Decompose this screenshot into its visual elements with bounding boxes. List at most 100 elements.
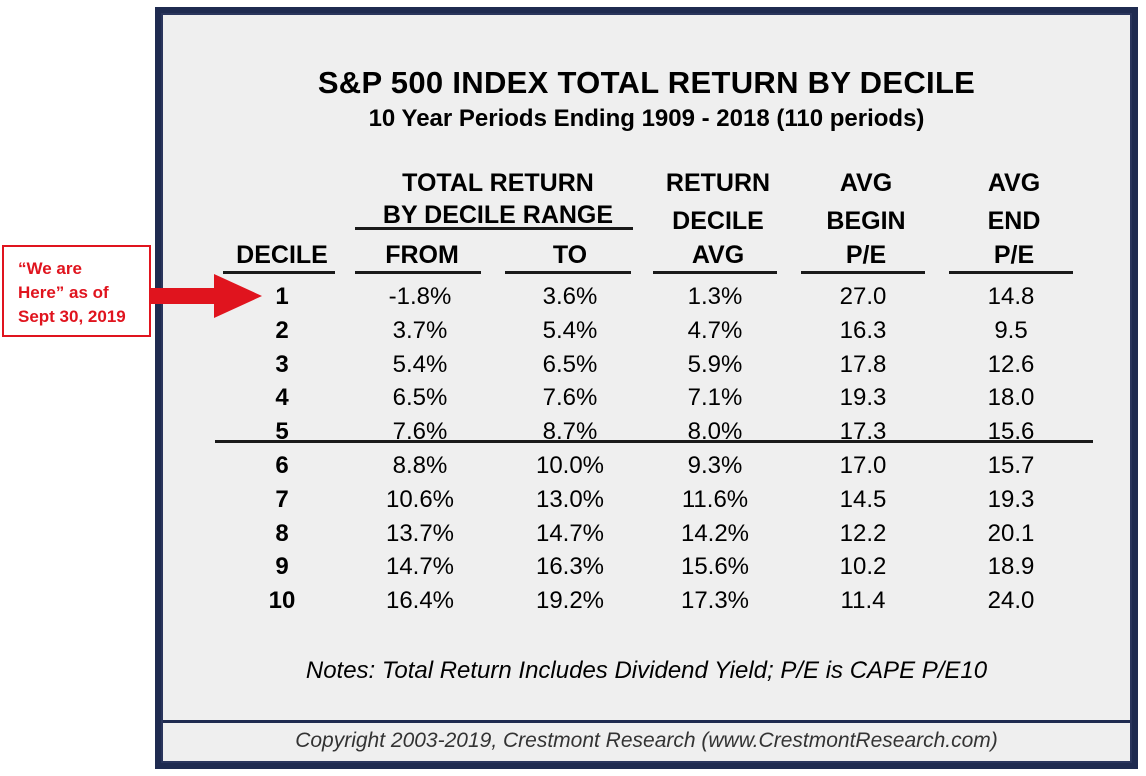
chart-subtitle: 10 Year Periods Ending 1909 - 2018 (110 … xyxy=(368,105,925,132)
cell-from: 3.7% xyxy=(392,316,448,344)
cell-decile: 7 xyxy=(275,485,289,513)
cell-begin-pe: 11.4 xyxy=(840,587,886,615)
cell-begin-pe: 17.0 xyxy=(839,452,887,479)
cell-decile: 5 xyxy=(275,418,289,446)
cell-from: 7.6% xyxy=(392,418,448,446)
cell-from: 6.5% xyxy=(392,384,448,412)
cell-decile-avg: 17.3% xyxy=(680,587,750,615)
table-row: 3 5.4% 6.5% 5.9% 17.8 12.6 xyxy=(163,348,1130,382)
cell-decile-avg: 7.1% xyxy=(687,384,743,412)
table-row: 10 16.4% 19.2% 17.3% 11.4 24.0 xyxy=(163,584,1130,618)
cell-end-pe: 15.7 xyxy=(987,452,1035,479)
cell-decile-avg: 15.6% xyxy=(680,553,750,581)
header-from-underline xyxy=(355,271,481,274)
cell-begin-pe: 27.0 xyxy=(839,283,887,310)
table-row: 5 7.6% 8.7% 8.0% 17.3 15.6 xyxy=(163,415,1130,449)
header-to: TO xyxy=(552,241,588,269)
header-end-line2: END xyxy=(987,207,1041,235)
cell-decile: 6 xyxy=(275,452,289,479)
cell-begin-pe: 16.3 xyxy=(839,316,887,344)
header-avg-line1: RETURN xyxy=(665,169,771,197)
copyright-text: Copyright 2003-2019, Crestmont Research … xyxy=(295,729,998,752)
callout-line-2: Here” as of xyxy=(18,283,109,302)
cell-begin-pe: 10.2 xyxy=(839,553,887,581)
header-avg-line2: DECILE xyxy=(672,207,764,235)
cell-end-pe: 9.5 xyxy=(994,316,1028,344)
cell-begin-pe: 12.2 xyxy=(839,519,887,547)
cell-to: 16.3% xyxy=(535,553,605,581)
cell-end-pe: 18.9 xyxy=(987,553,1035,581)
cell-to: 6.5% xyxy=(542,350,598,378)
cell-from: 5.4% xyxy=(392,350,448,378)
cell-to: 7.6% xyxy=(542,384,598,412)
cell-decile-avg: 5.9% xyxy=(687,350,743,378)
cell-decile: 4 xyxy=(275,384,289,412)
cell-decile-avg: 1.3% xyxy=(687,283,743,310)
header-begin-line1: AVG xyxy=(839,169,893,197)
cell-end-pe: 18.0 xyxy=(987,384,1035,412)
table-row: 1 -1.8% 3.6% 1.3% 27.0 14.8 xyxy=(163,280,1130,314)
header-decile-underline xyxy=(223,271,335,274)
cell-decile-avg: 9.3% xyxy=(687,452,743,479)
header-avg-line3: AVG xyxy=(691,241,745,269)
header-range-underline xyxy=(355,227,633,230)
cell-begin-pe: 14.5 xyxy=(839,485,887,513)
cell-end-pe: 19.3 xyxy=(987,485,1035,513)
cell-from: -1.8% xyxy=(388,283,452,310)
table-frame: S&P 500 INDEX TOTAL RETURN BY DECILE 10 … xyxy=(155,7,1138,769)
cell-end-pe: 24.0 xyxy=(987,587,1035,615)
chart-title: S&P 500 INDEX TOTAL RETURN BY DECILE xyxy=(317,65,976,100)
cell-to: 8.7% xyxy=(542,418,598,446)
header-from: FROM xyxy=(385,241,459,269)
cell-end-pe: 12.6 xyxy=(987,350,1035,378)
cell-decile-avg: 11.6% xyxy=(681,485,749,513)
header-end-line3: P/E xyxy=(993,241,1035,269)
cell-decile: 3 xyxy=(275,350,289,378)
table-row: 8 13.7% 14.7% 14.2% 12.2 20.1 xyxy=(163,517,1130,551)
cell-decile-avg: 4.7% xyxy=(687,316,743,344)
header-range-line2: BY DECILE RANGE xyxy=(382,201,614,229)
cell-decile: 2 xyxy=(275,316,289,344)
cell-from: 13.7% xyxy=(385,519,455,547)
cell-decile: 1 xyxy=(275,283,289,310)
header-begin-underline xyxy=(801,271,925,274)
table-row: 2 3.7% 5.4% 4.7% 16.3 9.5 xyxy=(163,314,1130,348)
table-row: 4 6.5% 7.6% 7.1% 19.3 18.0 xyxy=(163,381,1130,415)
header-range-line1: TOTAL RETURN xyxy=(402,169,594,197)
header-end-underline xyxy=(949,271,1073,274)
cell-from: 8.8% xyxy=(392,452,448,479)
cell-begin-pe: 19.3 xyxy=(839,384,887,412)
cell-to: 19.2% xyxy=(535,587,605,615)
cell-end-pe: 14.8 xyxy=(987,283,1035,310)
header-begin-line2: BEGIN xyxy=(826,207,906,235)
cell-decile-avg: 14.2% xyxy=(680,519,750,547)
cell-to: 13.0% xyxy=(535,485,605,513)
cell-decile: 8 xyxy=(275,519,289,547)
cell-begin-pe: 17.8 xyxy=(839,350,887,378)
header-end-line1: AVG xyxy=(987,169,1041,197)
header-begin-line3: P/E xyxy=(845,241,887,269)
cell-to: 10.0% xyxy=(535,452,605,479)
we-are-here-callout: “We are Here” as of Sept 30, 2019 xyxy=(2,245,151,337)
cell-to: 3.6% xyxy=(542,283,598,310)
cell-decile-avg: 8.0% xyxy=(687,418,743,446)
cell-to: 5.4% xyxy=(542,316,598,344)
cell-begin-pe: 17.3 xyxy=(839,418,887,446)
header-decile: DECILE xyxy=(236,241,328,269)
table-row: 7 10.6% 13.0% 11.6% 14.5 19.3 xyxy=(163,483,1130,517)
cell-to: 14.7% xyxy=(535,519,605,547)
table-row: 9 14.7% 16.3% 15.6% 10.2 18.9 xyxy=(163,550,1130,584)
cell-from: 14.7% xyxy=(385,553,455,581)
red-arrow-icon xyxy=(150,274,262,318)
callout-line-3: Sept 30, 2019 xyxy=(18,307,126,326)
cell-decile: 9 xyxy=(275,553,289,581)
callout-line-1: “We are xyxy=(18,259,82,278)
table-row: 6 8.8% 10.0% 9.3% 17.0 15.7 xyxy=(163,449,1130,483)
header-to-underline xyxy=(505,271,631,274)
cell-from: 10.6% xyxy=(385,485,455,513)
table-panel: S&P 500 INDEX TOTAL RETURN BY DECILE 10 … xyxy=(161,13,1132,763)
notes-text: Notes: Total Return Includes Dividend Yi… xyxy=(305,657,988,684)
footer-rule xyxy=(163,720,1130,723)
cell-from: 16.4% xyxy=(385,587,455,615)
header-avg-underline xyxy=(653,271,777,274)
